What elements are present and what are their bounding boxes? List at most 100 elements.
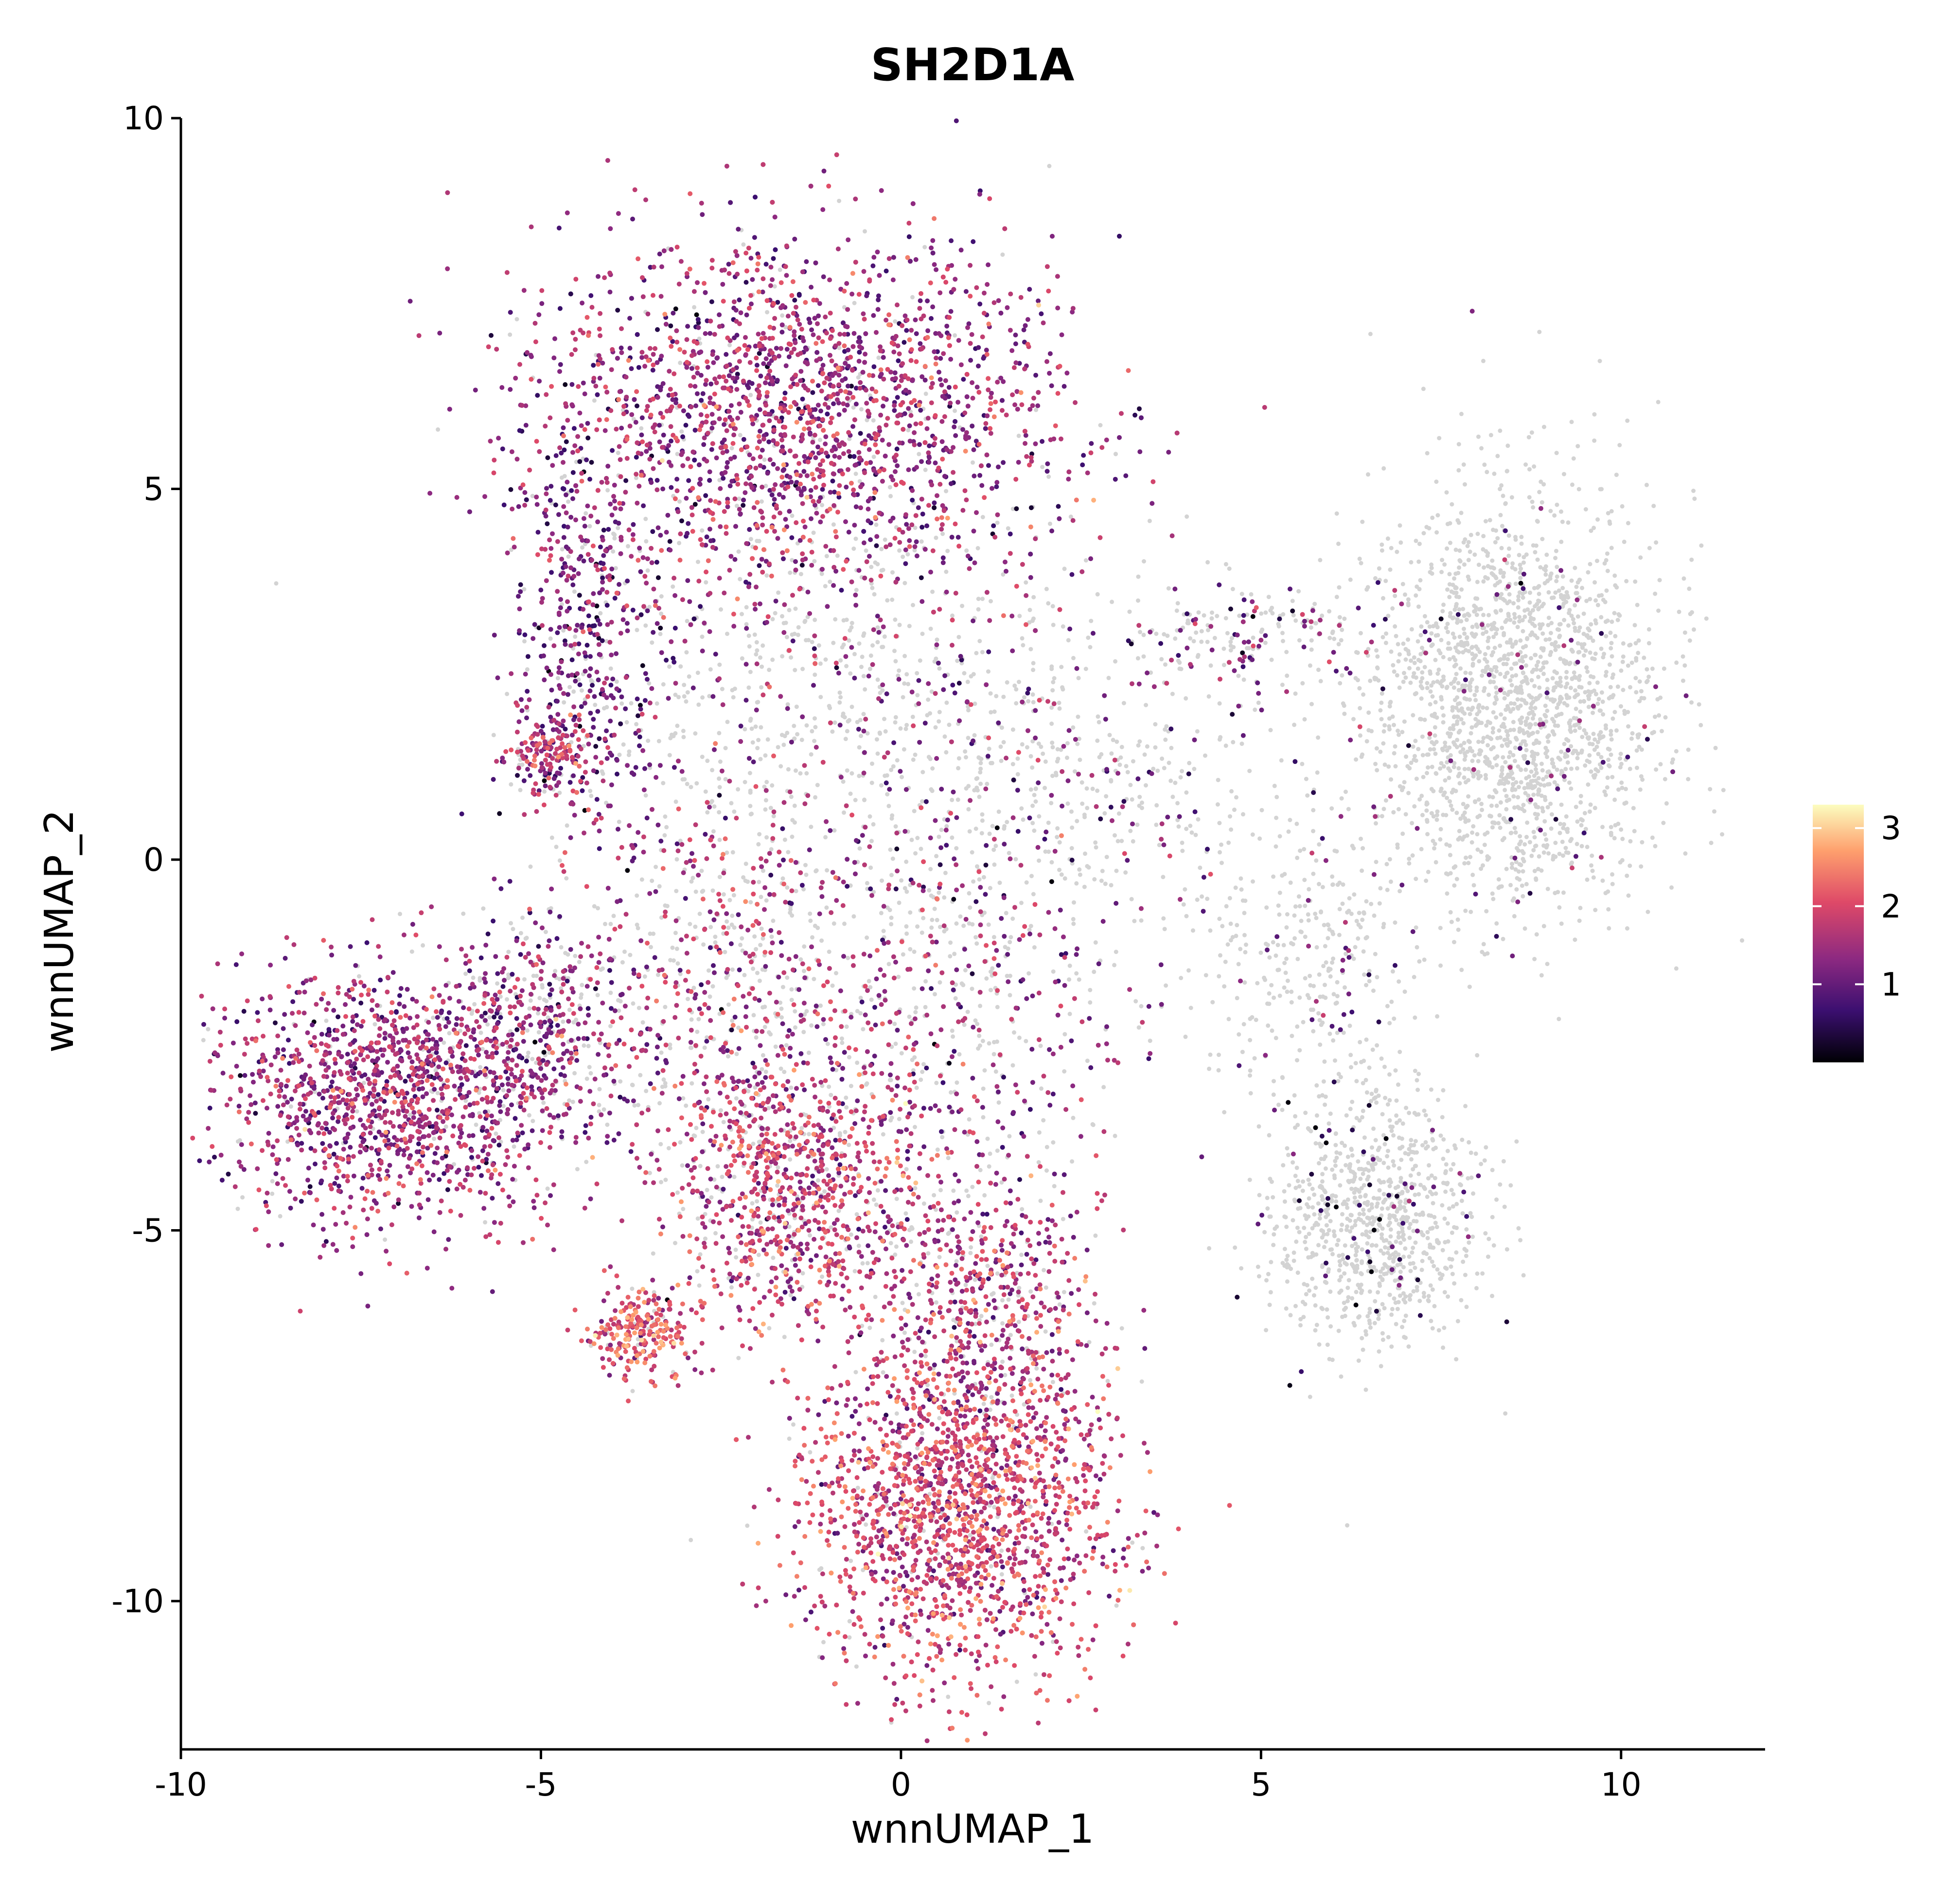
point-unexpressed (495, 981, 500, 986)
point-unexpressed (888, 1118, 893, 1123)
point-unexpressed (1509, 666, 1514, 671)
point-unexpressed (778, 764, 783, 769)
point-unexpressed (778, 267, 782, 272)
point-unexpressed (1317, 1161, 1321, 1165)
point-unexpressed (764, 573, 769, 578)
point-unexpressed (1575, 614, 1580, 619)
point-unexpressed (1416, 559, 1421, 564)
point-unexpressed (1541, 924, 1546, 929)
point-unexpressed (1485, 470, 1489, 475)
point-unexpressed (1356, 1159, 1361, 1164)
point-unexpressed (1346, 807, 1351, 811)
point-unexpressed (1050, 774, 1055, 778)
point-unexpressed (1595, 559, 1599, 564)
point-unexpressed (1280, 1261, 1285, 1266)
point-unexpressed (408, 1112, 413, 1117)
point-unexpressed (1385, 1154, 1390, 1159)
point-unexpressed (1333, 1159, 1338, 1164)
point-unexpressed (536, 1011, 541, 1016)
point-unexpressed (1397, 1222, 1401, 1227)
point-unexpressed (1087, 1340, 1092, 1344)
point-unexpressed (980, 650, 985, 654)
point-unexpressed (972, 1277, 977, 1282)
point-unexpressed (1124, 764, 1129, 769)
point-unexpressed (686, 997, 690, 1002)
point-unexpressed (629, 701, 634, 705)
point-unexpressed (1022, 1402, 1026, 1407)
point-unexpressed (1466, 794, 1471, 799)
point-unexpressed (1507, 797, 1512, 802)
point-unexpressed (923, 1005, 928, 1009)
point-unexpressed (853, 798, 858, 802)
point-unexpressed (1439, 697, 1444, 702)
point-unexpressed (1084, 1529, 1089, 1534)
point-unexpressed (1105, 1378, 1110, 1383)
point-unexpressed (1408, 1222, 1413, 1226)
point-unexpressed (1251, 879, 1255, 884)
point-unexpressed (605, 1122, 610, 1127)
point-unexpressed (1051, 1140, 1056, 1145)
point-unexpressed (650, 879, 654, 883)
point-unexpressed (1250, 832, 1255, 837)
point-unexpressed (888, 494, 893, 498)
point-unexpressed (1599, 690, 1604, 695)
point-unexpressed (1386, 1335, 1391, 1340)
point-unexpressed (883, 729, 888, 734)
point-unexpressed (1470, 624, 1475, 629)
point-unexpressed (1482, 1158, 1487, 1163)
point-unexpressed (890, 570, 895, 575)
point-unexpressed (962, 671, 967, 676)
point-unexpressed (1343, 1243, 1347, 1248)
point-unexpressed (1546, 739, 1551, 744)
point-unexpressed (1093, 840, 1098, 845)
point-unexpressed (863, 229, 867, 234)
point-unexpressed (1180, 840, 1185, 845)
point-unexpressed (685, 781, 690, 786)
point-unexpressed (1391, 1133, 1396, 1138)
point-unexpressed (1616, 787, 1621, 792)
point-unexpressed (1272, 1232, 1276, 1237)
point-unexpressed (892, 649, 897, 653)
point-unexpressed (978, 766, 983, 771)
point-unexpressed (1609, 732, 1613, 737)
point-unexpressed (878, 690, 883, 695)
point-unexpressed (707, 694, 712, 699)
point-unexpressed (1043, 1285, 1048, 1290)
point-unexpressed (756, 738, 761, 742)
point-unexpressed (1042, 1268, 1046, 1272)
point-unexpressed (1361, 1081, 1365, 1086)
point-unexpressed (1451, 655, 1456, 660)
point-unexpressed (754, 1035, 759, 1040)
point-unexpressed (1033, 786, 1038, 791)
point-unexpressed (1039, 1086, 1043, 1091)
point-unexpressed (1595, 701, 1600, 706)
point-unexpressed (522, 639, 527, 644)
point-unexpressed (1392, 669, 1397, 674)
point-unexpressed (1008, 940, 1012, 945)
point-unexpressed (1436, 1097, 1440, 1102)
point-unexpressed (1561, 890, 1566, 895)
point-unexpressed (1403, 1313, 1408, 1318)
point-unexpressed (1612, 710, 1617, 714)
point-unexpressed (1191, 928, 1195, 933)
point-unexpressed (1217, 1053, 1221, 1057)
point-unexpressed (1521, 670, 1526, 675)
point-unexpressed (663, 814, 668, 819)
point-unexpressed (643, 516, 648, 521)
point-unexpressed (1502, 653, 1507, 658)
point-unexpressed (865, 935, 869, 940)
point-unexpressed (967, 829, 972, 834)
point-unexpressed (237, 1138, 242, 1143)
point-unexpressed (995, 1148, 1000, 1153)
point-unexpressed (1425, 681, 1430, 686)
point-unexpressed (1510, 644, 1515, 649)
point-unexpressed (1267, 1214, 1272, 1219)
point-unexpressed (1364, 739, 1369, 744)
point-unexpressed (762, 458, 767, 462)
point-unexpressed (928, 711, 932, 716)
point-unexpressed (1509, 683, 1514, 688)
point-unexpressed (736, 549, 741, 554)
point-unexpressed (1291, 1160, 1295, 1165)
point-unexpressed (1402, 670, 1406, 675)
point-unexpressed (1480, 1271, 1485, 1276)
